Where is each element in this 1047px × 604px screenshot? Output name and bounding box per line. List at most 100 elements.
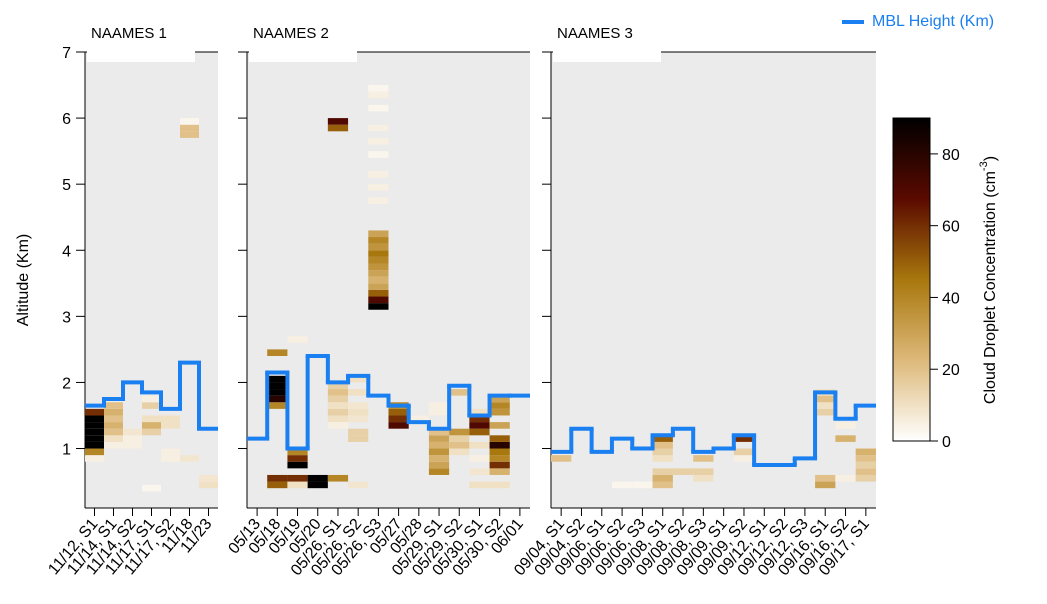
cell — [449, 435, 470, 442]
colorbar-tick-label: 80 — [942, 147, 960, 164]
cell — [327, 382, 349, 390]
cell — [428, 435, 450, 442]
cell — [307, 481, 328, 489]
y-tick-label: 2 — [62, 375, 71, 392]
cell — [267, 402, 288, 409]
cell — [489, 422, 510, 429]
cell — [327, 408, 349, 416]
cell — [327, 395, 349, 403]
cell — [368, 296, 389, 304]
panel-title: NAAMES 2 — [253, 25, 329, 42]
cell — [142, 395, 161, 403]
cell — [815, 474, 836, 482]
cell — [489, 468, 510, 475]
cell — [815, 402, 836, 409]
cell — [611, 481, 633, 489]
cell — [348, 408, 369, 416]
cell — [388, 422, 409, 429]
cell — [287, 455, 308, 462]
cell — [161, 415, 180, 423]
cell — [489, 448, 510, 456]
colorbar-label-main: Cloud Droplet Concentration (cm — [982, 171, 999, 404]
cell — [693, 468, 714, 475]
y-tick-label: 3 — [62, 309, 71, 326]
cell — [368, 170, 389, 178]
cell — [348, 428, 369, 436]
cell — [469, 468, 490, 475]
cell — [428, 408, 450, 416]
cell — [368, 151, 389, 158]
colorbar-label-sup: -3 — [978, 161, 990, 171]
cell — [733, 448, 755, 456]
cell — [835, 422, 856, 429]
cell — [388, 415, 409, 423]
cell — [348, 435, 369, 442]
cell — [142, 484, 161, 492]
cell — [368, 263, 389, 271]
cell — [142, 422, 161, 429]
cell — [489, 461, 510, 469]
y-axis-label: Altitude (Km) — [15, 234, 32, 326]
cell — [388, 408, 409, 416]
cell — [180, 455, 199, 462]
cell — [652, 468, 673, 475]
cell — [449, 389, 470, 396]
cell — [815, 481, 836, 489]
cell — [267, 481, 288, 489]
cell — [267, 349, 288, 356]
cell — [652, 448, 673, 456]
cell — [368, 276, 389, 284]
cell — [327, 415, 349, 423]
cell — [327, 422, 349, 429]
colorbar-tick-label: 60 — [942, 219, 960, 236]
cell — [428, 402, 450, 409]
cell — [85, 415, 104, 423]
cell — [287, 336, 308, 343]
plot-background — [551, 52, 876, 508]
cell — [199, 474, 218, 482]
cell — [469, 481, 490, 489]
cell — [368, 197, 389, 204]
cell — [199, 481, 218, 489]
cell — [672, 468, 694, 475]
cell — [489, 402, 510, 409]
cell — [348, 402, 369, 409]
cell — [85, 441, 104, 449]
cell — [368, 137, 389, 145]
cell — [348, 481, 369, 489]
cell — [368, 104, 389, 112]
cell — [368, 85, 389, 92]
cell — [142, 415, 161, 423]
cell — [368, 243, 389, 251]
cell — [104, 422, 123, 429]
cell — [267, 382, 288, 390]
cell — [267, 474, 288, 482]
cell — [368, 270, 389, 277]
cell — [104, 408, 123, 416]
cell — [327, 474, 349, 482]
cell — [408, 415, 429, 423]
panel-title-bg — [87, 40, 195, 62]
cell — [693, 455, 714, 462]
cell — [142, 428, 161, 436]
cell — [632, 481, 653, 489]
cell — [815, 408, 836, 416]
cell — [85, 428, 104, 436]
cell — [835, 435, 856, 442]
colorbar — [892, 117, 931, 442]
cell — [489, 441, 510, 449]
cell — [123, 441, 142, 449]
cell — [733, 435, 755, 442]
cell — [104, 441, 123, 449]
cell — [85, 448, 104, 456]
cell — [489, 455, 510, 462]
cell — [855, 461, 876, 469]
panel-title: NAAMES 1 — [91, 25, 167, 42]
colorbar-tick-label: 40 — [942, 290, 960, 307]
cell — [368, 91, 389, 99]
cell — [348, 375, 369, 383]
cell — [428, 461, 450, 469]
y-tick-label: 1 — [62, 442, 71, 459]
cell — [652, 474, 673, 482]
cell — [161, 448, 180, 456]
